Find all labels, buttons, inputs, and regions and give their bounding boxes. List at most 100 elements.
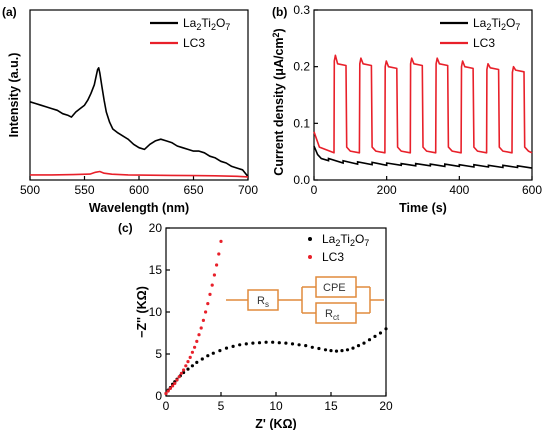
panel-c-point-la2ti2o7-14 bbox=[218, 349, 222, 353]
panel-c-point-lc3-11 bbox=[188, 355, 192, 359]
circuit-rs-label: Rs bbox=[257, 295, 269, 309]
panel-c-point-la2ti2o7-32 bbox=[334, 349, 339, 353]
panel-c-x-tick-label-0: 0 bbox=[163, 399, 170, 413]
panel-c-point-la2ti2o7-41 bbox=[384, 327, 388, 331]
panel-c-point-la2ti2o7-16 bbox=[231, 344, 235, 348]
panel-b-series bbox=[313, 54, 533, 169]
panel-c-point-la2ti2o7-38 bbox=[367, 338, 372, 342]
panel-c-x-tick-label-20: 20 bbox=[379, 399, 393, 413]
panel-b-series-lc3-line bbox=[313, 54, 533, 154]
panel-a-label: (a) bbox=[2, 5, 17, 19]
panel-c-point-la2ti2o7-22 bbox=[271, 340, 275, 344]
panel-c-point-lc3-0 bbox=[164, 391, 168, 396]
panel-c-legend-label-la2ti2o7: La2Ti2O7 bbox=[322, 232, 369, 248]
panel-b-frame bbox=[313, 9, 533, 181]
panel-c-point-lc3-13 bbox=[193, 345, 197, 349]
panel-c-point-lc3-21 bbox=[210, 283, 214, 287]
panel-c-point-lc3-15 bbox=[197, 333, 201, 337]
panel-c-point-la2ti2o7-23 bbox=[277, 341, 281, 345]
panel-a-series-la2ti2o7-line bbox=[29, 67, 249, 178]
panel-c-point-lc3-16 bbox=[199, 326, 203, 330]
panel-c-point-lc3-17 bbox=[201, 318, 205, 322]
panel-c-point-la2ti2o7-11 bbox=[200, 357, 204, 361]
panel-c-point-lc3-19 bbox=[206, 302, 210, 306]
panel-b-label: (b) bbox=[272, 5, 287, 19]
panel-c-point-la2ti2o7-31 bbox=[329, 349, 333, 353]
panel-c-x-tick-label-15: 15 bbox=[324, 399, 338, 413]
panel-c-point-la2ti2o7-19 bbox=[251, 341, 255, 345]
panel-c-point-lc3-23 bbox=[215, 263, 219, 267]
panel-c-legend-label-lc3: LC3 bbox=[322, 250, 344, 264]
panel-c-point-lc3-20 bbox=[208, 292, 212, 296]
panel-c-point-lc3-14 bbox=[195, 339, 199, 343]
panel-b-x-tick-label-0: 0 bbox=[311, 183, 318, 197]
equivalent-circuit-inset: Rs CPE Rct bbox=[226, 276, 384, 324]
panel-b-legend-label-lc3: LC3 bbox=[473, 36, 495, 50]
panel-a-x-tick-label-700: 700 bbox=[238, 183, 258, 197]
panel-c-point-la2ti2o7-15 bbox=[224, 346, 229, 350]
panel-c-legend-marker-lc3 bbox=[308, 255, 312, 259]
panel-c-point-lc3-3 bbox=[171, 384, 175, 388]
panel-c-point-la2ti2o7-13 bbox=[211, 351, 215, 355]
panel-c-point-la2ti2o7-26 bbox=[297, 343, 301, 347]
panel-a-series bbox=[29, 67, 249, 178]
panel-c-point-lc3-4 bbox=[173, 381, 177, 385]
panel-c-point-la2ti2o7-34 bbox=[345, 348, 350, 352]
panel-a-frame bbox=[29, 9, 249, 181]
panel-c-point-lc3-22 bbox=[212, 273, 216, 277]
panel-c-point-lc3-24 bbox=[217, 252, 221, 256]
panel-a-x-ticks: 500 550 600 650 700 bbox=[20, 176, 258, 197]
panel-b-legend: La2Ti2O7 LC3 bbox=[440, 16, 520, 50]
panel-c-ticks: 0 5 10 15 20 0 5 10 15 20 bbox=[149, 221, 393, 413]
panel-a-legend-label-la2ti2o7: La2Ti2O7 bbox=[183, 16, 230, 32]
panel-c-point-la2ti2o7-8 bbox=[186, 367, 190, 371]
panel-c-x-tick-label-5: 5 bbox=[218, 399, 225, 413]
panel-b-x-tick-label-200: 200 bbox=[377, 183, 397, 197]
panel-c-point-la2ti2o7-36 bbox=[356, 344, 361, 348]
panel-b-x-axis-title: Time (s) bbox=[399, 201, 447, 215]
panel-b-y-tick-label-0.3: 0.3 bbox=[293, 3, 310, 17]
panel-b-legend-label-la2ti2o7: La2Ti2O7 bbox=[473, 16, 520, 32]
panel-c-point-la2ti2o7-21 bbox=[264, 340, 268, 344]
panel-c-point-la2ti2o7-37 bbox=[362, 341, 366, 345]
panel-c-point-la2ti2o7-25 bbox=[290, 342, 295, 346]
panel-a-legend: La2Ti2O7 LC3 bbox=[150, 16, 230, 50]
panel-c-point-lc3-8 bbox=[182, 368, 186, 372]
circuit-rct-label: Rct bbox=[325, 308, 340, 322]
panel-a-x-tick-label-600: 600 bbox=[129, 183, 149, 197]
panel-a: (a) 500 550 600 650 700 Wavelength (nm) Inte… bbox=[2, 5, 258, 215]
panel-c-y-tick-label-5: 5 bbox=[155, 347, 162, 361]
panel-c-point-la2ti2o7-12 bbox=[206, 354, 210, 358]
panel-c-point-lc3-9 bbox=[184, 364, 188, 368]
panel-c-point-lc3-1 bbox=[166, 389, 170, 393]
panel-c-y-axis-title: −Z'' (KΩ) bbox=[135, 286, 149, 338]
panel-b: (b) 0 200 400 600 0.0 0.1 0.2 0.3 Time (s) Curr… bbox=[271, 3, 542, 215]
panel-c-point-la2ti2o7-18 bbox=[244, 342, 248, 346]
panel-c-point-lc3-7 bbox=[179, 371, 183, 375]
panel-c-point-lc3-10 bbox=[186, 360, 190, 364]
panel-b-x-tick-label-400: 400 bbox=[449, 183, 469, 197]
panel-b-ticks: 0 200 400 600 0.0 0.1 0.2 0.3 bbox=[293, 3, 542, 197]
panel-c-legend: La2Ti2O7 LC3 bbox=[308, 232, 369, 264]
panel-c-point-lc3-5 bbox=[175, 378, 179, 382]
panel-c-x-tick-label-10: 10 bbox=[269, 399, 283, 413]
panel-c-point-lc3-25 bbox=[219, 239, 223, 243]
panel-c-series bbox=[164, 239, 388, 396]
panel-a-x-axis-title: Wavelength (nm) bbox=[89, 201, 189, 215]
panel-c-point-la2ti2o7-20 bbox=[257, 341, 262, 345]
panel-c-point-la2ti2o7-28 bbox=[310, 345, 314, 349]
panel-c-point-la2ti2o7-40 bbox=[378, 331, 383, 335]
panel-c-x-axis-title: Z' (KΩ) bbox=[255, 417, 296, 430]
panel-a-x-tick-label-550: 550 bbox=[74, 183, 94, 197]
panel-a-x-tick-label-500: 500 bbox=[20, 183, 40, 197]
panel-c-point-la2ti2o7-10 bbox=[195, 360, 199, 364]
panel-c-point-la2ti2o7-17 bbox=[238, 343, 242, 347]
panel-c-y-tick-label-0: 0 bbox=[155, 389, 162, 403]
panel-b-y-tick-label-0.1: 0.1 bbox=[293, 116, 310, 130]
panel-c-point-la2ti2o7-24 bbox=[284, 341, 288, 345]
panel-c-point-la2ti2o7-39 bbox=[373, 334, 377, 338]
panel-c-point-lc3-6 bbox=[177, 375, 181, 379]
panel-b-y-tick-label-0.2: 0.2 bbox=[293, 60, 310, 74]
panel-c-frame bbox=[165, 227, 387, 397]
